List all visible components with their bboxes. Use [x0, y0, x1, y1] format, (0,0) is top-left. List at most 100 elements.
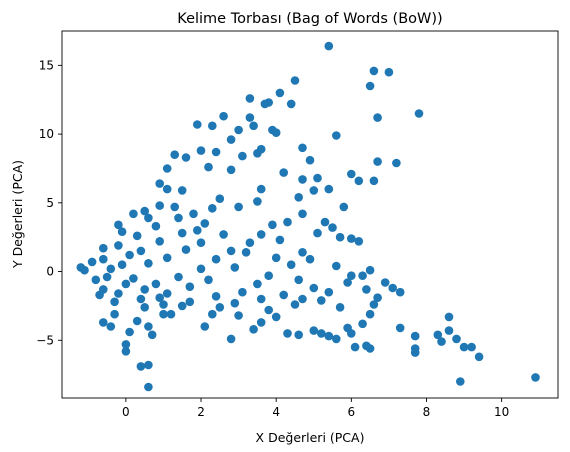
- data-point: [91, 275, 101, 285]
- data-point: [410, 331, 420, 341]
- data-point: [174, 272, 183, 282]
- data-point: [437, 337, 446, 346]
- data-point: [140, 206, 149, 216]
- data-point: [177, 186, 187, 195]
- data-point: [211, 147, 221, 157]
- data-point: [106, 322, 116, 331]
- data-point: [279, 290, 289, 300]
- data-point: [286, 260, 296, 270]
- y-tick-label: 15: [39, 58, 54, 72]
- data-point: [320, 217, 330, 227]
- data-point: [369, 300, 379, 309]
- data-point: [196, 238, 206, 247]
- data-point: [347, 271, 356, 281]
- data-point: [452, 334, 461, 344]
- data-point: [531, 373, 540, 382]
- data-point: [365, 265, 375, 275]
- data-point: [474, 352, 484, 362]
- data-point: [286, 99, 296, 109]
- data-point: [294, 193, 304, 202]
- data-point: [347, 169, 356, 179]
- data-point: [414, 109, 424, 118]
- data-point: [99, 243, 108, 253]
- data-point: [365, 81, 375, 91]
- data-point: [362, 285, 371, 294]
- data-point: [260, 99, 270, 109]
- data-point: [290, 76, 300, 85]
- data-point: [234, 311, 243, 320]
- x-axis-ticks: 0 2 4 6 8 10: [122, 398, 509, 419]
- data-point: [324, 184, 334, 194]
- x-tick-label: 0: [122, 405, 130, 419]
- data-point: [140, 303, 149, 312]
- data-point: [144, 259, 153, 268]
- data-point: [144, 322, 153, 331]
- data-point: [177, 301, 187, 311]
- data-point: [208, 121, 217, 131]
- data-point: [99, 318, 108, 327]
- data-point: [245, 94, 255, 103]
- x-tick-label: 4: [272, 405, 280, 419]
- data-point: [256, 184, 266, 194]
- data-point: [324, 287, 334, 297]
- data-point: [125, 250, 134, 260]
- data-point: [309, 326, 319, 335]
- x-axis-label: X Değerleri (PCA): [256, 430, 365, 445]
- x-tick-label: 8: [423, 405, 431, 419]
- data-point: [245, 238, 255, 247]
- data-point: [253, 197, 262, 206]
- data-point: [102, 272, 112, 282]
- data-point: [365, 309, 375, 319]
- data-point: [151, 279, 161, 289]
- data-point: [200, 219, 210, 228]
- data-point: [388, 283, 398, 293]
- data-point: [332, 334, 341, 344]
- data-point: [395, 287, 405, 297]
- data-point: [159, 300, 168, 309]
- data-point: [226, 246, 236, 256]
- data-point: [373, 157, 382, 166]
- data-point: [369, 176, 379, 186]
- data-point: [369, 66, 379, 76]
- data-point: [129, 274, 138, 283]
- data-point: [309, 186, 319, 195]
- data-point: [226, 135, 236, 144]
- data-point: [298, 294, 307, 304]
- data-point: [380, 278, 390, 287]
- data-point: [238, 151, 247, 161]
- data-point: [298, 143, 307, 153]
- data-point: [193, 226, 202, 235]
- data-point: [215, 194, 225, 203]
- data-point: [230, 298, 240, 308]
- data-point: [185, 297, 195, 307]
- data-point: [170, 202, 179, 212]
- data-point: [264, 271, 274, 281]
- data-point: [144, 360, 153, 370]
- data-point: [234, 202, 243, 212]
- x-tick-label: 2: [197, 405, 205, 419]
- data-point: [249, 325, 258, 334]
- data-point: [144, 213, 153, 223]
- data-point: [294, 330, 304, 340]
- data-point: [350, 342, 360, 352]
- data-point: [298, 209, 307, 219]
- data-point: [151, 221, 161, 231]
- data-point: [271, 312, 281, 322]
- data-point: [189, 209, 198, 219]
- data-point: [211, 292, 221, 301]
- data-point: [354, 237, 364, 246]
- data-point: [324, 41, 334, 51]
- data-point: [256, 294, 266, 304]
- data-point: [279, 168, 289, 177]
- data-point: [339, 202, 349, 212]
- data-point: [354, 176, 364, 186]
- data-point: [347, 329, 356, 338]
- x-tick-label: 10: [494, 405, 509, 419]
- data-point: [170, 150, 179, 159]
- data-point: [392, 158, 401, 168]
- data-point: [117, 260, 127, 270]
- data-point: [313, 173, 322, 183]
- data-point: [211, 254, 221, 264]
- data-point: [226, 165, 236, 175]
- data-point: [204, 162, 213, 172]
